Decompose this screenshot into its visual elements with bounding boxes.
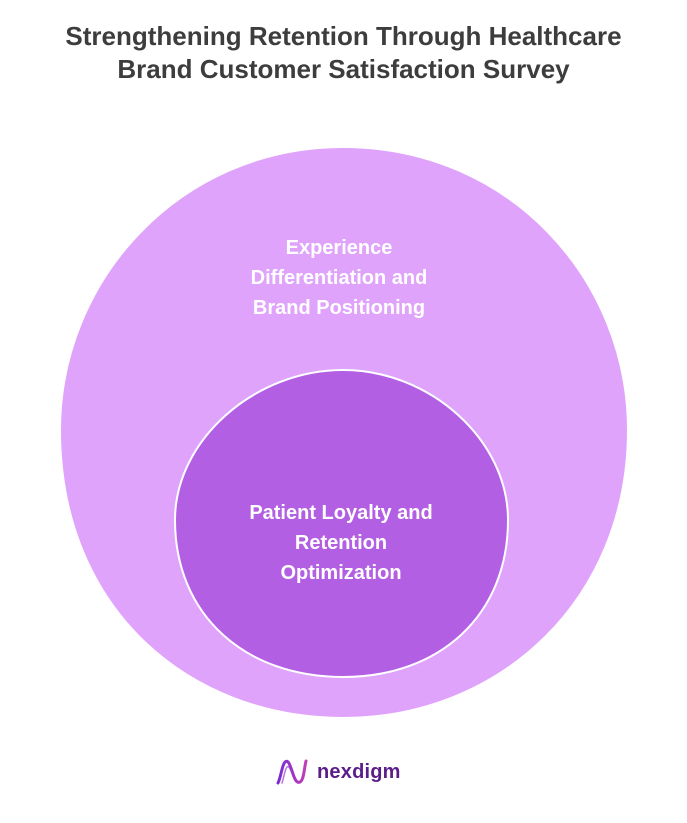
diagram-title: Strengthening Retention Through Healthca… (0, 20, 687, 86)
inner-circle-label: Patient Loyalty and Retention Optimizati… (216, 498, 466, 588)
nexdigm-logo: nexdigm (275, 757, 401, 787)
inner-label-line-3: Optimization (280, 562, 402, 584)
title-line-1: Strengthening Retention Through Healthca… (65, 21, 622, 51)
title-line-2: Brand Customer Satisfaction Survey (117, 54, 570, 84)
nexdigm-logo-icon (276, 759, 308, 785)
inner-circle (173, 368, 510, 679)
inner-label-line-1: Patient Loyalty and (249, 502, 433, 524)
outer-label-line-3: Brand Positioning (252, 297, 426, 319)
inner-label-line-2: Retention (294, 532, 388, 554)
outer-label-line-2: Differentiation and (250, 267, 428, 289)
outer-circle-label: Experience Differentiation and Brand Pos… (214, 233, 464, 323)
logo-text: nexdigm (317, 760, 401, 783)
outer-label-line-1: Experience (285, 237, 393, 259)
